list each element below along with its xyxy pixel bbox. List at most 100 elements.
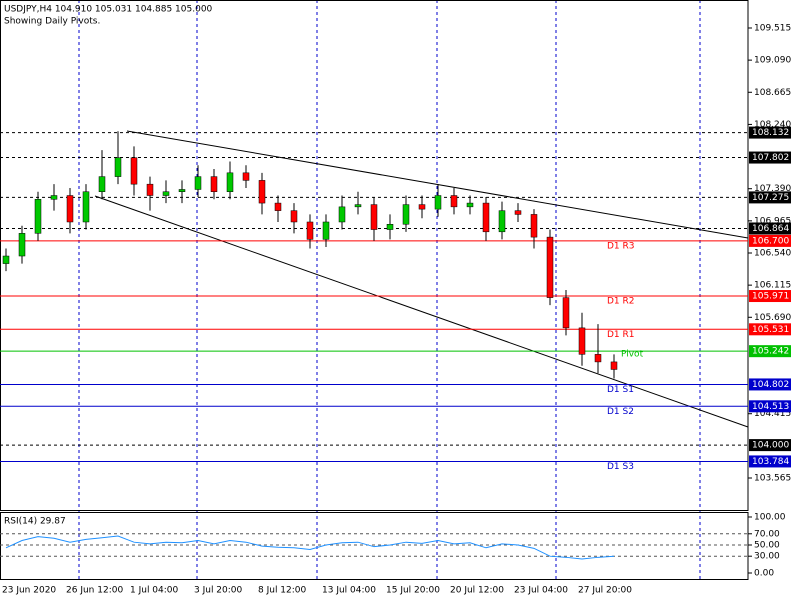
candle-body	[338, 206, 346, 223]
x-tick-label: 15 Jul 20:00	[386, 586, 440, 596]
price-label: 103.784	[752, 457, 789, 467]
candle-body	[66, 195, 74, 223]
main-panel-border	[0, 0, 749, 511]
candle-body	[514, 210, 522, 215]
candle-body	[50, 195, 58, 200]
price-label-box	[749, 290, 791, 303]
candle-body	[258, 180, 266, 204]
rsi-line	[5, 535, 615, 560]
y-tick-label: 107.390	[754, 184, 791, 194]
y-tick-label: 108.665	[754, 88, 791, 98]
chart-subtitle: Showing Daily Pivots.	[4, 17, 100, 27]
candle-body	[434, 195, 442, 210]
rsi-y-tick-label: 50.00	[754, 540, 780, 550]
candle-body	[2, 255, 10, 264]
candle-body	[450, 195, 458, 208]
candle-body	[466, 202, 474, 208]
candle-body	[146, 183, 154, 196]
price-label: 106.700	[752, 236, 789, 246]
candle-body	[274, 202, 282, 211]
x-tick-label: 23 Jun 2020	[2, 586, 56, 596]
candle-body	[562, 297, 570, 329]
price-label-box	[749, 455, 791, 468]
candle-body	[530, 214, 538, 238]
price-label: 104.000	[752, 441, 789, 451]
y-tick-label: 106.540	[754, 248, 791, 258]
x-tick-label: 20 Jul 12:00	[450, 586, 504, 596]
price-label-box	[749, 345, 791, 358]
pivot-name: D1 R3	[607, 241, 635, 251]
y-tick-label: 105.690	[754, 313, 791, 323]
price-label: 108.132	[752, 128, 789, 138]
trend-line	[94, 195, 749, 428]
y-tick-label: 106.115	[754, 281, 791, 291]
candle-body	[498, 210, 506, 233]
rsi-y-tick-label: 30.00	[754, 552, 780, 562]
price-label: 107.275	[752, 193, 789, 203]
pivot-name: Pivot	[621, 350, 644, 360]
candle-body	[546, 236, 554, 298]
pivot-name: D1 S3	[607, 462, 634, 472]
price-label-box	[749, 151, 791, 164]
candle-body	[82, 191, 90, 223]
candle-body	[178, 189, 186, 192]
price-label-box	[749, 234, 791, 247]
pivot-name: D1 S2	[607, 407, 634, 417]
candle-body	[322, 221, 330, 240]
rsi-panel-border	[0, 512, 749, 580]
price-label: 105.531	[752, 325, 789, 335]
candle-body	[418, 204, 426, 210]
price-label: 107.802	[752, 153, 789, 163]
candle-body	[98, 176, 106, 192]
x-tick-label: 8 Jul 12:00	[258, 586, 307, 596]
y-tick-label: 103.565	[754, 474, 791, 484]
price-label-box	[749, 222, 791, 235]
candle-body	[114, 157, 122, 177]
x-tick-label: 26 Jun 12:00	[66, 586, 123, 596]
candle-body	[290, 210, 298, 223]
y-tick-label: 109.515	[754, 23, 791, 33]
candle-body	[386, 224, 394, 230]
price-label: 104.513	[752, 402, 789, 412]
chart-title: USDJPY,H4 104.910 105.031 104.885 105.00…	[4, 5, 213, 15]
price-label: 105.971	[752, 292, 789, 302]
price-label-box	[749, 378, 791, 391]
price-label: 104.802	[752, 380, 789, 390]
price-label-box	[749, 323, 791, 336]
candle-body	[226, 172, 234, 192]
candle-body	[306, 221, 314, 240]
y-tick-label: 104.415	[754, 409, 791, 419]
candle-body	[194, 176, 202, 190]
candle-body	[370, 204, 378, 230]
rsi-y-tick-label: 0.00	[754, 568, 774, 578]
rsi-y-tick-label: 100.00	[754, 512, 786, 522]
candle-body	[242, 172, 250, 181]
candle-body	[482, 202, 490, 233]
candle-body	[594, 354, 602, 363]
price-label: 106.864	[752, 224, 789, 234]
pivot-name: D1 S1	[607, 385, 634, 395]
candle-body	[18, 233, 26, 257]
y-tick-label: 106.965	[754, 216, 791, 226]
rsi-y-tick-label: 70.00	[754, 529, 780, 539]
y-tick-label: 108.240	[754, 120, 791, 130]
vertical-grid	[78, 0, 701, 580]
price-label-box	[749, 191, 791, 204]
candle-body	[610, 361, 618, 370]
price-label-box	[749, 126, 791, 139]
x-tick-label: 13 Jul 04:00	[322, 586, 376, 596]
candle-body	[578, 327, 586, 355]
candle-body	[34, 199, 42, 234]
y-tick-label: 109.090	[754, 56, 791, 66]
price-label: 105.242	[752, 347, 789, 357]
x-tick-label: 27 Jul 20:00	[578, 586, 632, 596]
rsi-title: RSI(14) 29.87	[4, 517, 66, 527]
x-tick-label: 1 Jul 04:00	[130, 586, 179, 596]
candle-body	[130, 157, 138, 185]
price-label-box	[749, 400, 791, 413]
candle-body	[354, 204, 362, 208]
pivot-name: D1 R2	[607, 297, 635, 307]
x-tick-label: 23 Jul 04:00	[514, 586, 568, 596]
